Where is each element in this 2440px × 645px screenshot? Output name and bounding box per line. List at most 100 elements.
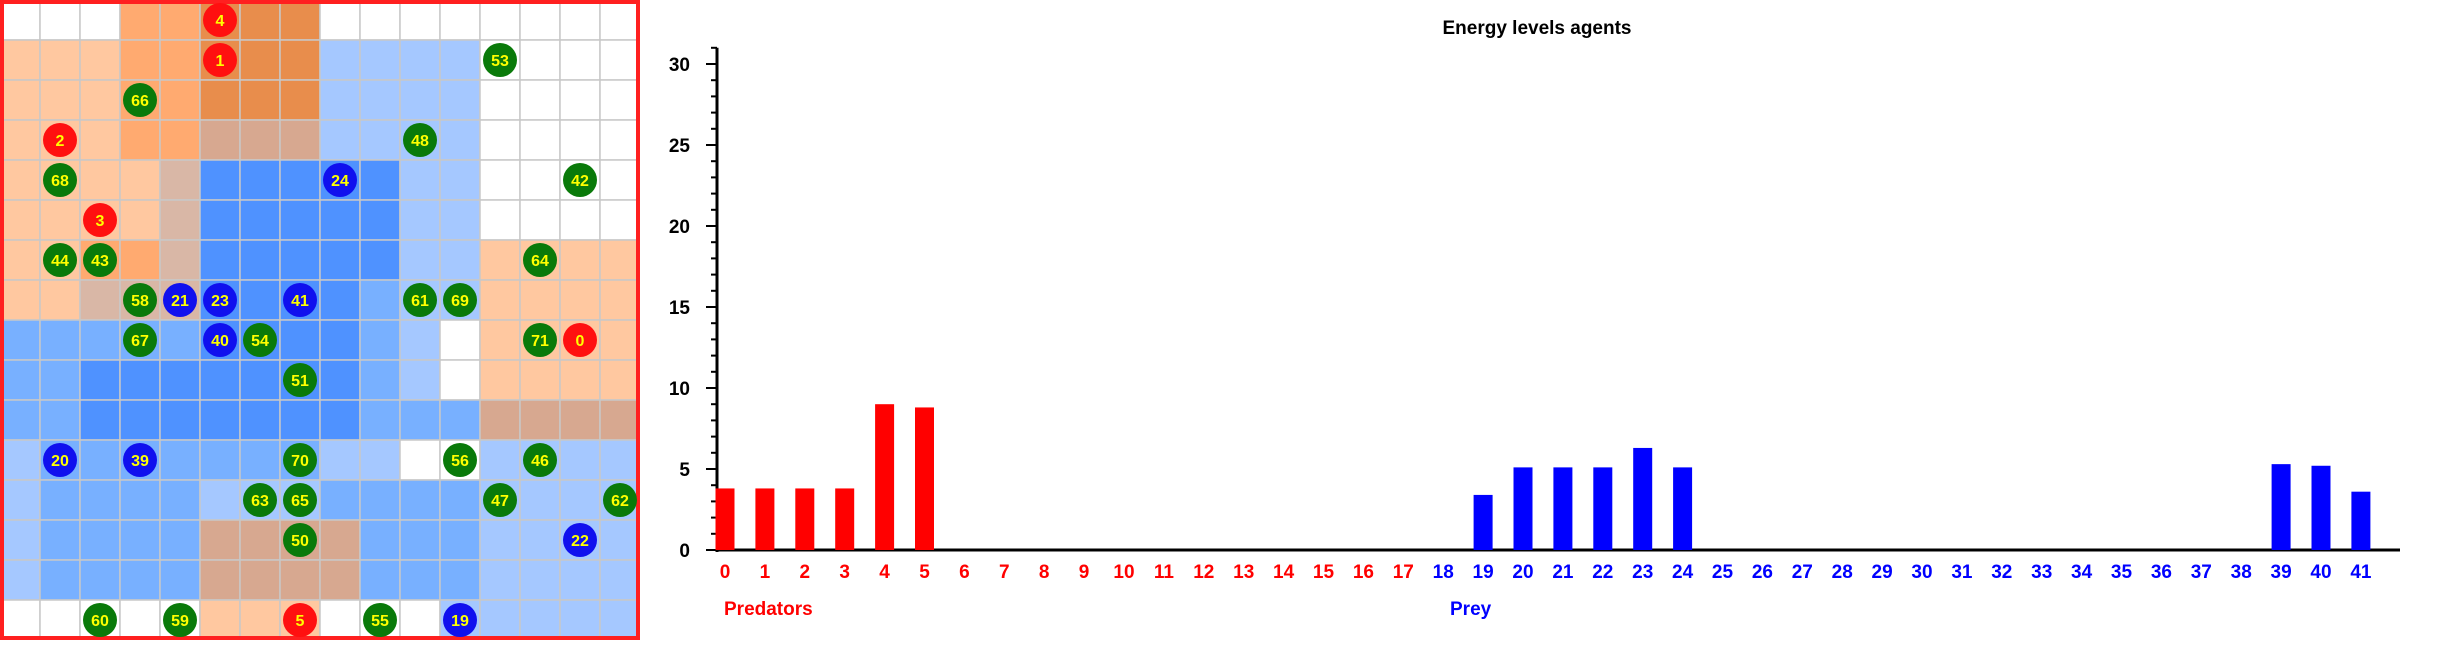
grid-cell [399, 359, 441, 401]
grid-cell [319, 559, 361, 601]
agent-id-label: 43 [91, 253, 109, 270]
grid-cell [519, 519, 561, 561]
grid-cell [479, 319, 521, 361]
grid-cell [0, 0, 41, 41]
agent-id-label: 3 [96, 213, 105, 230]
grid-cell [439, 239, 481, 281]
grid-cell [239, 519, 281, 561]
grid-cell [199, 159, 241, 201]
y-tick-label: 0 [679, 541, 690, 562]
grid-cell [439, 359, 481, 401]
grid-cell [39, 519, 81, 561]
plant-marker [603, 483, 637, 517]
x-tick-label-29: 29 [1872, 562, 1893, 583]
y-tick-label: 25 [669, 136, 691, 157]
grid-cell [399, 559, 441, 601]
grid-cell [479, 199, 521, 241]
grid-cell [399, 199, 441, 241]
grid-cell [599, 559, 641, 601]
plant-marker [523, 443, 557, 477]
x-tick-label-25: 25 [1712, 562, 1734, 583]
agent-id-label: 46 [531, 453, 549, 470]
grid-cell [599, 359, 641, 401]
agent-id-label: 56 [451, 453, 469, 470]
agent-prey-22: 22 [563, 523, 597, 557]
grid-cell [39, 599, 81, 641]
x-tick-label-31: 31 [1951, 562, 1973, 583]
agent-plant-65: 65 [283, 483, 317, 517]
x-tick-label-26: 26 [1752, 562, 1773, 583]
grid-cell [359, 399, 401, 441]
grid-cell [0, 79, 41, 121]
grid-cell [79, 159, 121, 201]
x-tick-label-10: 10 [1113, 562, 1134, 583]
agent-id-label: 61 [411, 293, 429, 310]
grid-cell [159, 119, 201, 161]
x-tick-label-27: 27 [1792, 562, 1813, 583]
grid-cell [319, 39, 361, 81]
grid-cell [359, 199, 401, 241]
grid-cell [559, 599, 601, 641]
agent-id-label: 21 [171, 293, 189, 310]
agent-id-label: 41 [291, 293, 309, 310]
agent-plant-61: 61 [403, 283, 437, 317]
grid-cell [199, 439, 241, 481]
agent-id-label: 54 [251, 333, 269, 350]
grid-cell [79, 39, 121, 81]
predator-marker [43, 123, 77, 157]
grid-cell [39, 79, 81, 121]
grid-cell [599, 599, 641, 641]
grid-cell [39, 39, 81, 81]
prey-marker [323, 163, 357, 197]
agent-predator-2: 2 [43, 123, 77, 157]
grid-cell [519, 39, 561, 81]
y-tick-label: 20 [669, 217, 690, 238]
x-tick-label-20: 20 [1512, 562, 1533, 583]
grid-cell [599, 399, 641, 441]
grid-cell [159, 519, 201, 561]
grid-cell [559, 439, 601, 481]
agent-plant-71: 71 [523, 323, 557, 357]
grid-cell [319, 279, 361, 321]
grid-cell [319, 319, 361, 361]
grid-cell [519, 599, 561, 641]
grid-cell [399, 399, 441, 441]
grid-cell [399, 439, 441, 481]
grid-cell [479, 119, 521, 161]
x-tick-label-14: 14 [1273, 562, 1295, 583]
grid-cell [359, 0, 401, 41]
grid-cell [79, 279, 121, 321]
grid-cell [119, 559, 161, 601]
grid-cell [399, 519, 441, 561]
grid-cell [0, 239, 41, 281]
x-tick-label-3: 3 [839, 562, 850, 583]
agent-plant-67: 67 [123, 323, 157, 357]
agent-predator-3: 3 [83, 203, 117, 237]
agent-id-label: 59 [171, 613, 189, 630]
agent-plant-63: 63 [243, 483, 277, 517]
grid-cell [0, 559, 41, 601]
agent-predator-0: 0 [563, 323, 597, 357]
prey-marker [203, 283, 237, 317]
grid-cell [119, 199, 161, 241]
agent-id-label: 48 [411, 133, 429, 150]
chart-title: Energy levels agents [1442, 18, 1631, 39]
grid-cell [239, 559, 281, 601]
grid-cell [279, 0, 321, 41]
x-tick-label-13: 13 [1233, 562, 1254, 583]
grid-cell [599, 199, 641, 241]
agent-plant-43: 43 [83, 243, 117, 277]
grid-cell [559, 79, 601, 121]
x-tick-label-1: 1 [760, 562, 771, 583]
bar-0 [715, 488, 735, 550]
bar-3 [835, 488, 855, 550]
grid-cell [279, 559, 321, 601]
bar-23 [1633, 447, 1653, 550]
agent-plant-42: 42 [563, 163, 597, 197]
predator-marker [203, 3, 237, 37]
agent-id-label: 4 [216, 13, 225, 30]
grid-cell [79, 439, 121, 481]
agent-id-label: 1 [216, 53, 225, 70]
agent-plant-46: 46 [523, 443, 557, 477]
